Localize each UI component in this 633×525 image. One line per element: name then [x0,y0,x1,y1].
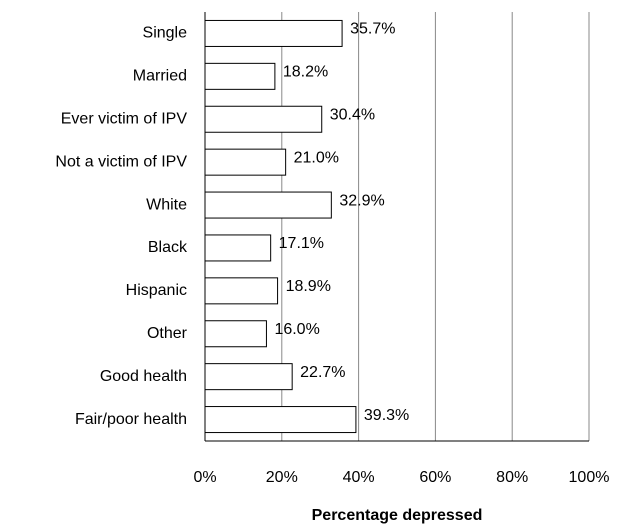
bar [204,105,323,133]
value-label: 21.0% [294,149,339,166]
x-tick-label: 40% [343,469,375,486]
y-tick-label: Ever victim of IPV [61,110,188,127]
y-tick-label: Not a victim of IPV [55,153,187,170]
value-label: 30.4% [330,106,375,123]
bar [204,191,332,219]
value-label: 17.1% [279,235,324,252]
bar [204,234,272,262]
value-label: 16.0% [274,321,319,338]
x-axis-label: Percentage depressed [312,507,483,524]
y-tick-label: Hispanic [126,282,187,299]
y-tick-label: Good health [100,368,187,385]
x-tick-label: 0% [193,469,216,486]
value-label: 35.7% [350,21,395,38]
bar [204,19,343,47]
y-tick-label: Black [148,239,188,256]
value-label: 18.2% [283,64,328,81]
x-tick-label: 60% [419,469,451,486]
bar [204,363,293,391]
y-tick-label: Other [147,325,188,342]
bar [204,320,267,348]
y-tick-label: Fair/poor health [75,411,187,428]
bar [204,148,287,176]
y-tick-label: White [146,196,187,213]
value-label: 39.3% [364,407,409,424]
y-tick-label: Married [133,68,187,85]
y-tick-label: Single [143,25,188,42]
bar [204,277,279,305]
bar [204,62,276,90]
bar [204,406,357,434]
value-label: 32.9% [339,192,384,209]
x-tick-label: 100% [569,469,610,486]
x-tick-label: 80% [496,469,528,486]
value-label: 22.7% [300,364,345,381]
x-tick-label: 20% [266,469,298,486]
value-label: 18.9% [286,278,331,295]
